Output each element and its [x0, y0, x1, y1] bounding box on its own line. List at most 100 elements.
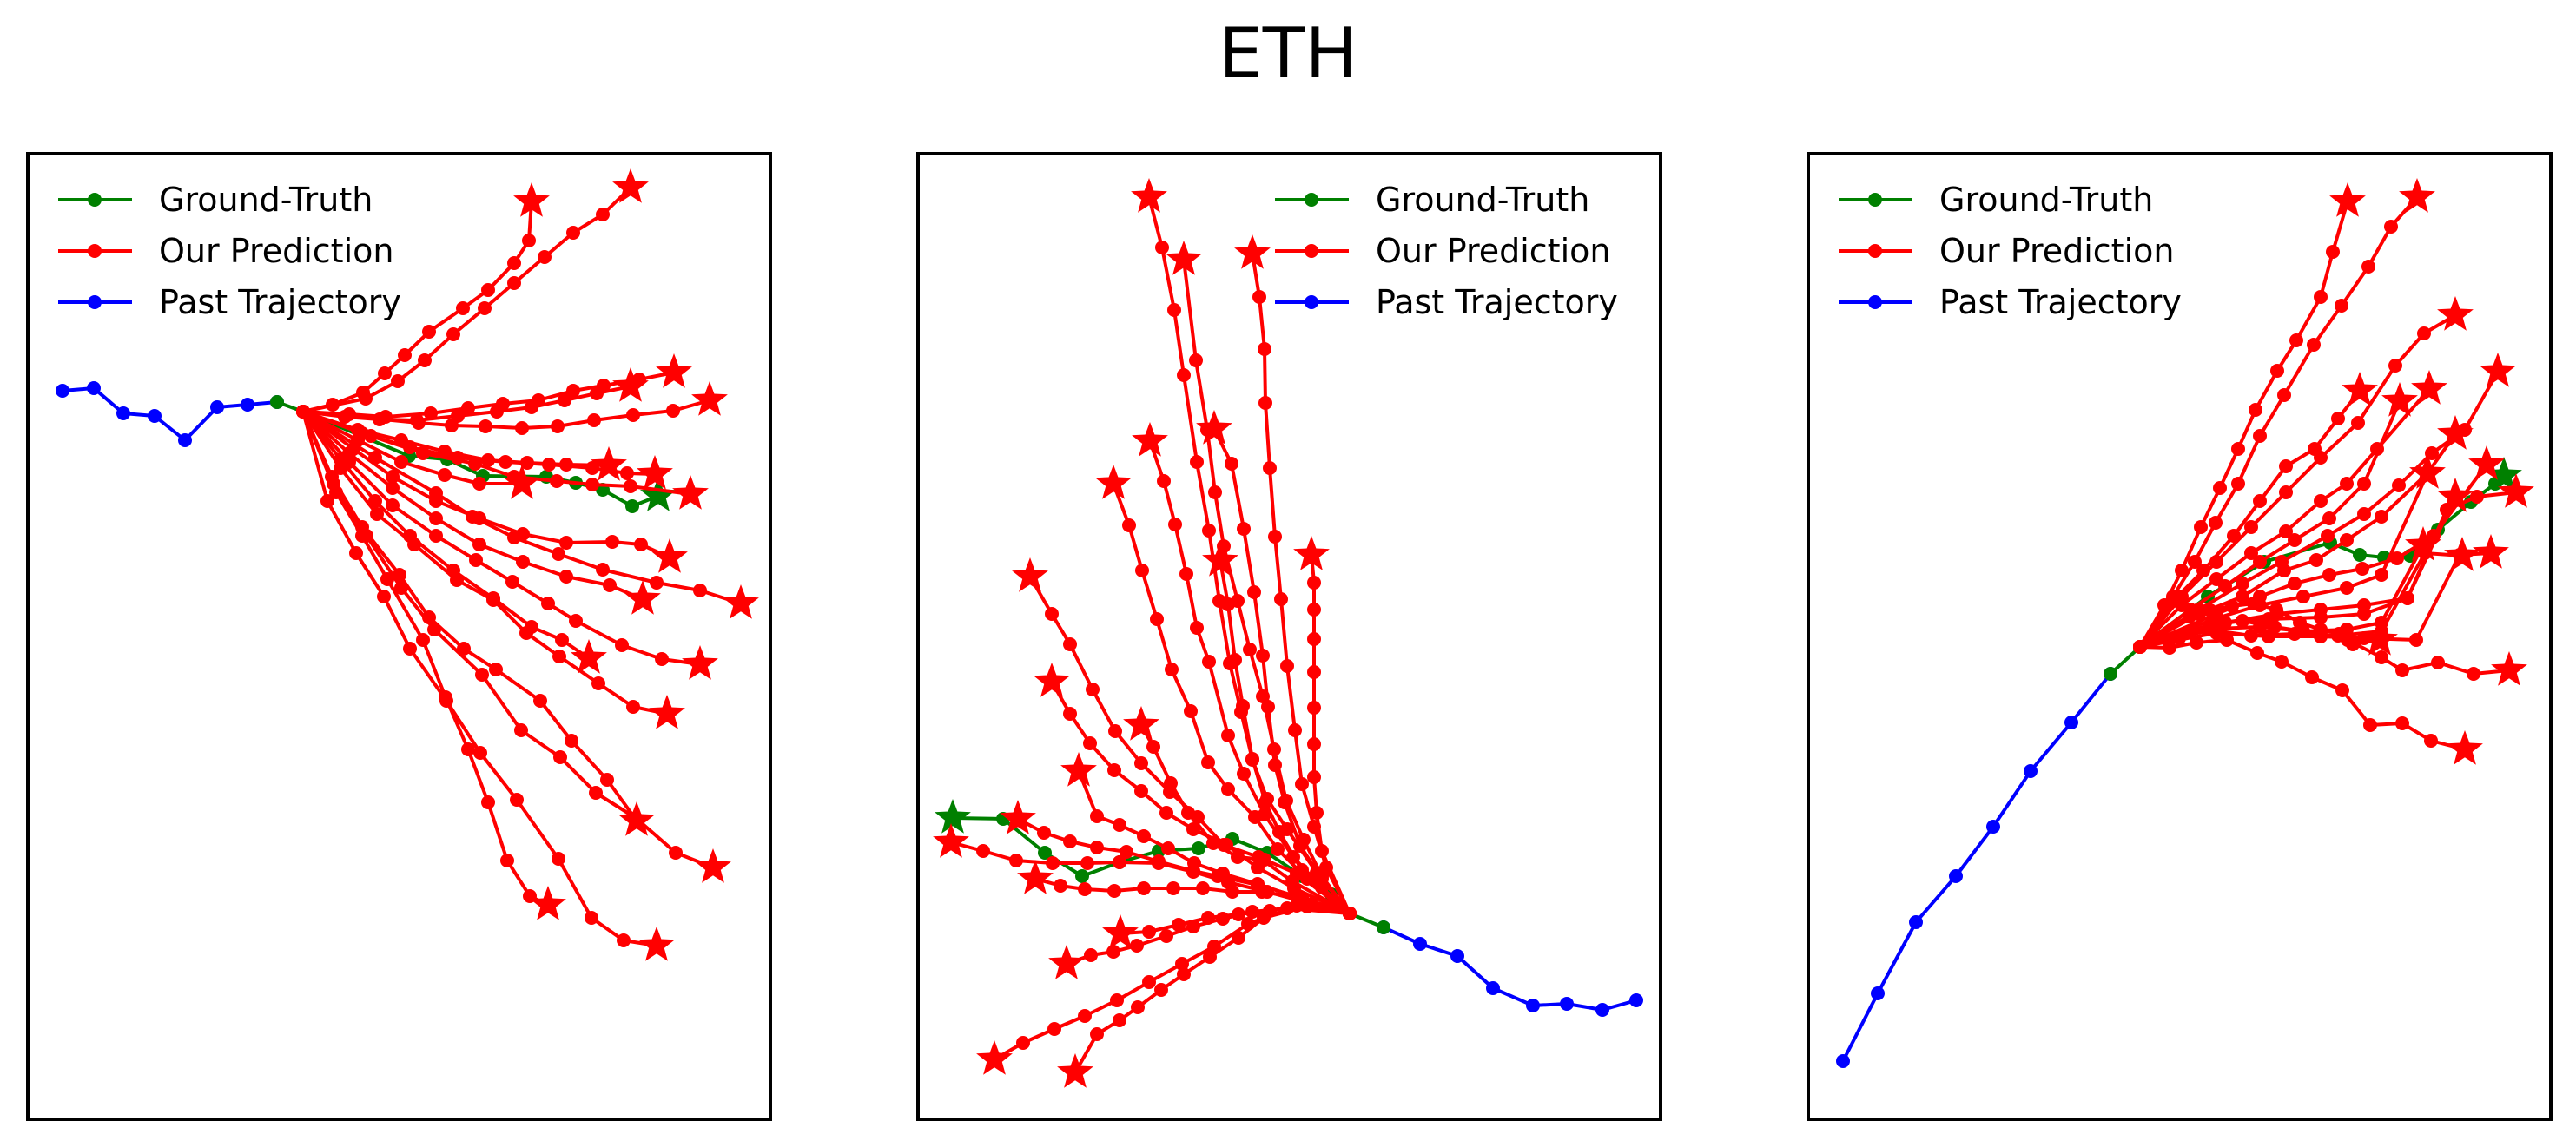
predicted-trajectory: [296, 405, 709, 510]
legend-label: Ground-Truth: [1939, 181, 2153, 219]
panel-middle: Ground-Truth Our Prediction Past Trajector…: [916, 152, 1662, 1121]
star-endpoint-icon: [638, 927, 675, 961]
point-marker: [2357, 507, 2371, 521]
point-marker: [2417, 326, 2431, 340]
point-marker: [378, 366, 392, 380]
point-marker: [1258, 853, 1271, 867]
point-marker: [2236, 577, 2249, 590]
star-endpoint-icon: [2342, 372, 2378, 406]
predicted-trajectory: [296, 405, 675, 961]
point-marker: [1090, 841, 1104, 854]
point-marker: [394, 455, 408, 469]
point-marker: [469, 553, 483, 567]
point-marker: [559, 570, 573, 584]
point-marker: [1274, 592, 1288, 606]
point-marker: [1245, 752, 1259, 766]
point-marker: [481, 795, 495, 809]
point-marker: [2322, 568, 2336, 582]
past-trajectory: [1836, 667, 2117, 1068]
point-marker: [2351, 416, 2365, 430]
point-marker: [629, 811, 643, 825]
point-marker: [1237, 767, 1251, 781]
point-marker: [625, 499, 639, 513]
point-marker: [666, 404, 680, 418]
point-marker: [603, 578, 617, 592]
star-endpoint-icon: [682, 645, 718, 680]
star-endpoint-icon: [1234, 234, 1271, 269]
point-marker: [1307, 665, 1321, 679]
legend-label: Our Prediction: [1376, 232, 1610, 270]
point-marker: [1016, 1036, 1030, 1050]
star-endpoint-icon: [933, 823, 969, 858]
point-marker: [1307, 701, 1321, 715]
star-endpoint-icon: [1060, 752, 1097, 787]
point-marker: [514, 723, 528, 737]
point-marker: [1175, 957, 1189, 971]
point-marker: [1152, 854, 1166, 868]
point-marker: [1164, 776, 1178, 790]
star-endpoint-icon: [1017, 860, 1054, 894]
star-endpoint-icon: [2409, 454, 2446, 489]
point-marker: [1272, 825, 1286, 839]
panel-right: Ground-Truth Our Prediction Past Trajector…: [1807, 152, 2553, 1121]
axes-frame: [1807, 152, 2553, 1121]
point-marker: [2431, 656, 2445, 669]
point-marker: [525, 400, 538, 414]
point-marker: [1256, 649, 1270, 663]
point-marker: [1315, 844, 1329, 858]
point-marker: [2409, 633, 2423, 647]
point-marker: [456, 301, 470, 315]
point-marker: [2307, 338, 2321, 352]
point-marker: [1063, 707, 1077, 721]
point-marker: [1037, 826, 1051, 840]
point-marker: [2392, 478, 2406, 492]
point-marker: [2244, 546, 2258, 560]
point-marker: [2220, 633, 2234, 647]
legend-marker-icon: [1305, 244, 1318, 258]
point-marker: [507, 531, 521, 544]
point-marker: [1413, 937, 1427, 951]
point-marker: [359, 392, 373, 406]
point-marker: [2326, 245, 2340, 259]
point-marker: [2203, 618, 2217, 632]
point-marker: [669, 846, 683, 860]
point-marker: [2296, 590, 2310, 603]
point-marker: [1009, 854, 1023, 867]
legend-marker-icon: [1868, 193, 1882, 207]
point-marker: [386, 498, 400, 512]
point-marker: [2247, 597, 2261, 610]
point-marker: [1134, 756, 1148, 770]
point-marker: [398, 348, 412, 362]
point-marker: [407, 538, 421, 551]
point-marker: [1166, 881, 1180, 895]
star-endpoint-icon: [2405, 526, 2441, 561]
star-endpoint-icon: [2480, 353, 2516, 387]
legend-marker-icon: [1305, 295, 1318, 309]
point-marker: [1486, 981, 1500, 995]
point-marker: [1122, 518, 1136, 532]
point-marker: [600, 773, 614, 787]
point-marker: [1307, 576, 1321, 590]
point-marker: [2296, 624, 2310, 638]
point-marker: [1080, 856, 1094, 870]
point-marker: [1228, 653, 1242, 667]
point-marker: [380, 572, 394, 586]
past-trajectory: [56, 381, 284, 447]
point-marker: [364, 429, 378, 443]
axes-frame: [26, 152, 772, 1121]
legend: Ground-Truth Our Prediction Past Trajector…: [58, 181, 401, 321]
star-endpoint-icon: [2486, 457, 2522, 491]
point-marker: [1836, 1054, 1850, 1068]
point-marker: [2335, 683, 2349, 697]
point-marker: [2225, 599, 2239, 613]
point-marker: [2163, 641, 2176, 655]
star-endpoint-icon: [2329, 182, 2366, 217]
point-marker: [2277, 388, 2291, 402]
point-marker: [1063, 834, 1077, 848]
predicted-trajectory: [1017, 860, 1357, 920]
star-endpoint-icon: [1293, 536, 1330, 570]
point-marker: [2331, 412, 2345, 425]
point-marker: [2375, 650, 2388, 664]
point-marker: [1161, 841, 1175, 855]
point-marker: [56, 384, 69, 398]
